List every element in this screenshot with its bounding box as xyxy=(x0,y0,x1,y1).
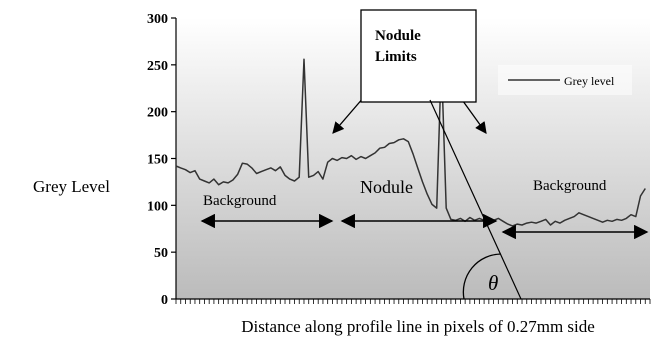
legend-entry: Grey level xyxy=(564,74,615,88)
callout-text: Nodule Limits xyxy=(375,28,421,65)
y-tick-label: 100 xyxy=(147,199,168,214)
y-tick-label: 250 xyxy=(147,59,168,74)
edge-slope-line xyxy=(429,99,522,300)
theta-angle-arc xyxy=(462,253,502,300)
region-label-nodule: Nodule xyxy=(360,177,413,197)
y-tick-label: 300 xyxy=(147,12,168,27)
callout-box xyxy=(360,9,477,103)
region-label-background-left: Background xyxy=(203,193,277,209)
y-tick-label: 0 xyxy=(161,293,168,308)
callout-text-line: Nodule xyxy=(375,28,421,44)
y-tick-label: 50 xyxy=(154,246,168,261)
y-tick-label: 150 xyxy=(147,153,168,168)
y-axis: 0 50 100 150 200 250 300 xyxy=(147,12,177,308)
x-axis xyxy=(175,298,651,304)
series-line-grey-level xyxy=(175,58,646,227)
legend: Grey level xyxy=(498,65,632,95)
y-axis-label: Grey Level xyxy=(33,177,110,196)
region-label-background-right: Background xyxy=(533,178,607,194)
y-tick-label: 200 xyxy=(147,106,168,121)
series-layer xyxy=(175,58,646,227)
x-axis-label: Distance along profile line in pixels of… xyxy=(241,317,595,336)
theta-symbol: θ xyxy=(488,271,498,295)
nodule-limits-callout: Nodule Limits xyxy=(332,9,487,134)
callout-text-line: Limits xyxy=(375,49,417,65)
